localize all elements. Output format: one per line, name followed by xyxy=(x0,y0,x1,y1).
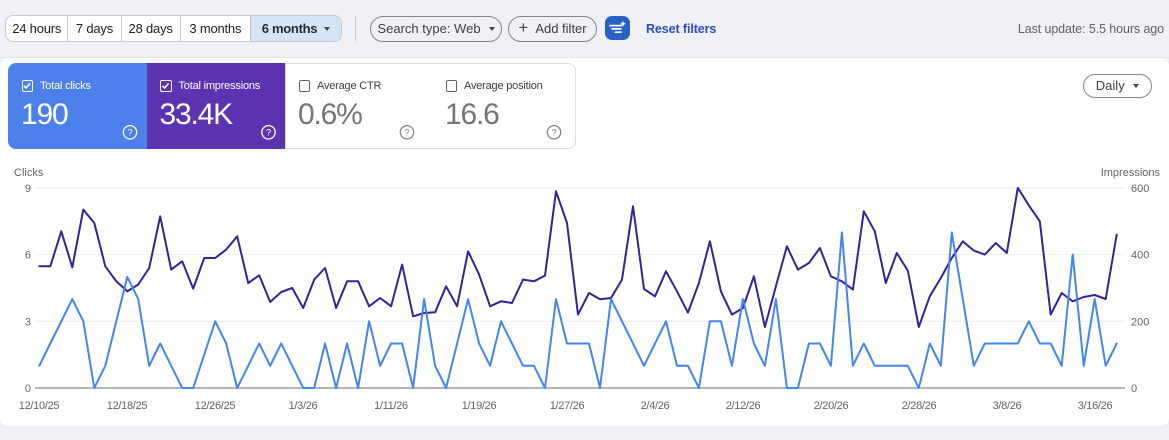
svg-text:?: ? xyxy=(404,128,409,139)
svg-text:1/11/26: 1/11/26 xyxy=(374,400,408,412)
svg-text:3/16/26: 3/16/26 xyxy=(1078,400,1113,412)
svg-text:2/28/26: 2/28/26 xyxy=(902,400,937,412)
svg-text:12/26/25: 12/26/25 xyxy=(195,400,236,412)
svg-text:2/4/26: 2/4/26 xyxy=(641,400,670,412)
svg-text:600: 600 xyxy=(1131,183,1149,195)
svg-text:12/10/25: 12/10/25 xyxy=(19,400,60,412)
svg-text:?: ? xyxy=(127,128,132,139)
svg-text:200: 200 xyxy=(1131,316,1149,328)
svg-text:6: 6 xyxy=(25,250,31,262)
svg-text:12/18/25: 12/18/25 xyxy=(107,400,148,412)
svg-text:1/19/26: 1/19/26 xyxy=(462,400,497,412)
svg-text:1/3/26: 1/3/26 xyxy=(289,400,318,412)
svg-text:?: ? xyxy=(266,128,271,139)
svg-text:2/20/26: 2/20/26 xyxy=(814,400,849,412)
svg-text:3: 3 xyxy=(25,316,31,328)
svg-text:1/27/26: 1/27/26 xyxy=(550,400,585,412)
svg-text:400: 400 xyxy=(1131,250,1149,262)
svg-text:0: 0 xyxy=(1131,383,1137,395)
svg-text:3/8/26: 3/8/26 xyxy=(993,400,1022,412)
svg-text:9: 9 xyxy=(25,183,31,195)
svg-text:2/12/26: 2/12/26 xyxy=(726,400,761,412)
svg-text:?: ? xyxy=(551,128,556,139)
svg-text:Clicks: Clicks xyxy=(14,167,44,179)
svg-text:0: 0 xyxy=(25,383,31,395)
svg-text:Impressions: Impressions xyxy=(1101,167,1161,179)
